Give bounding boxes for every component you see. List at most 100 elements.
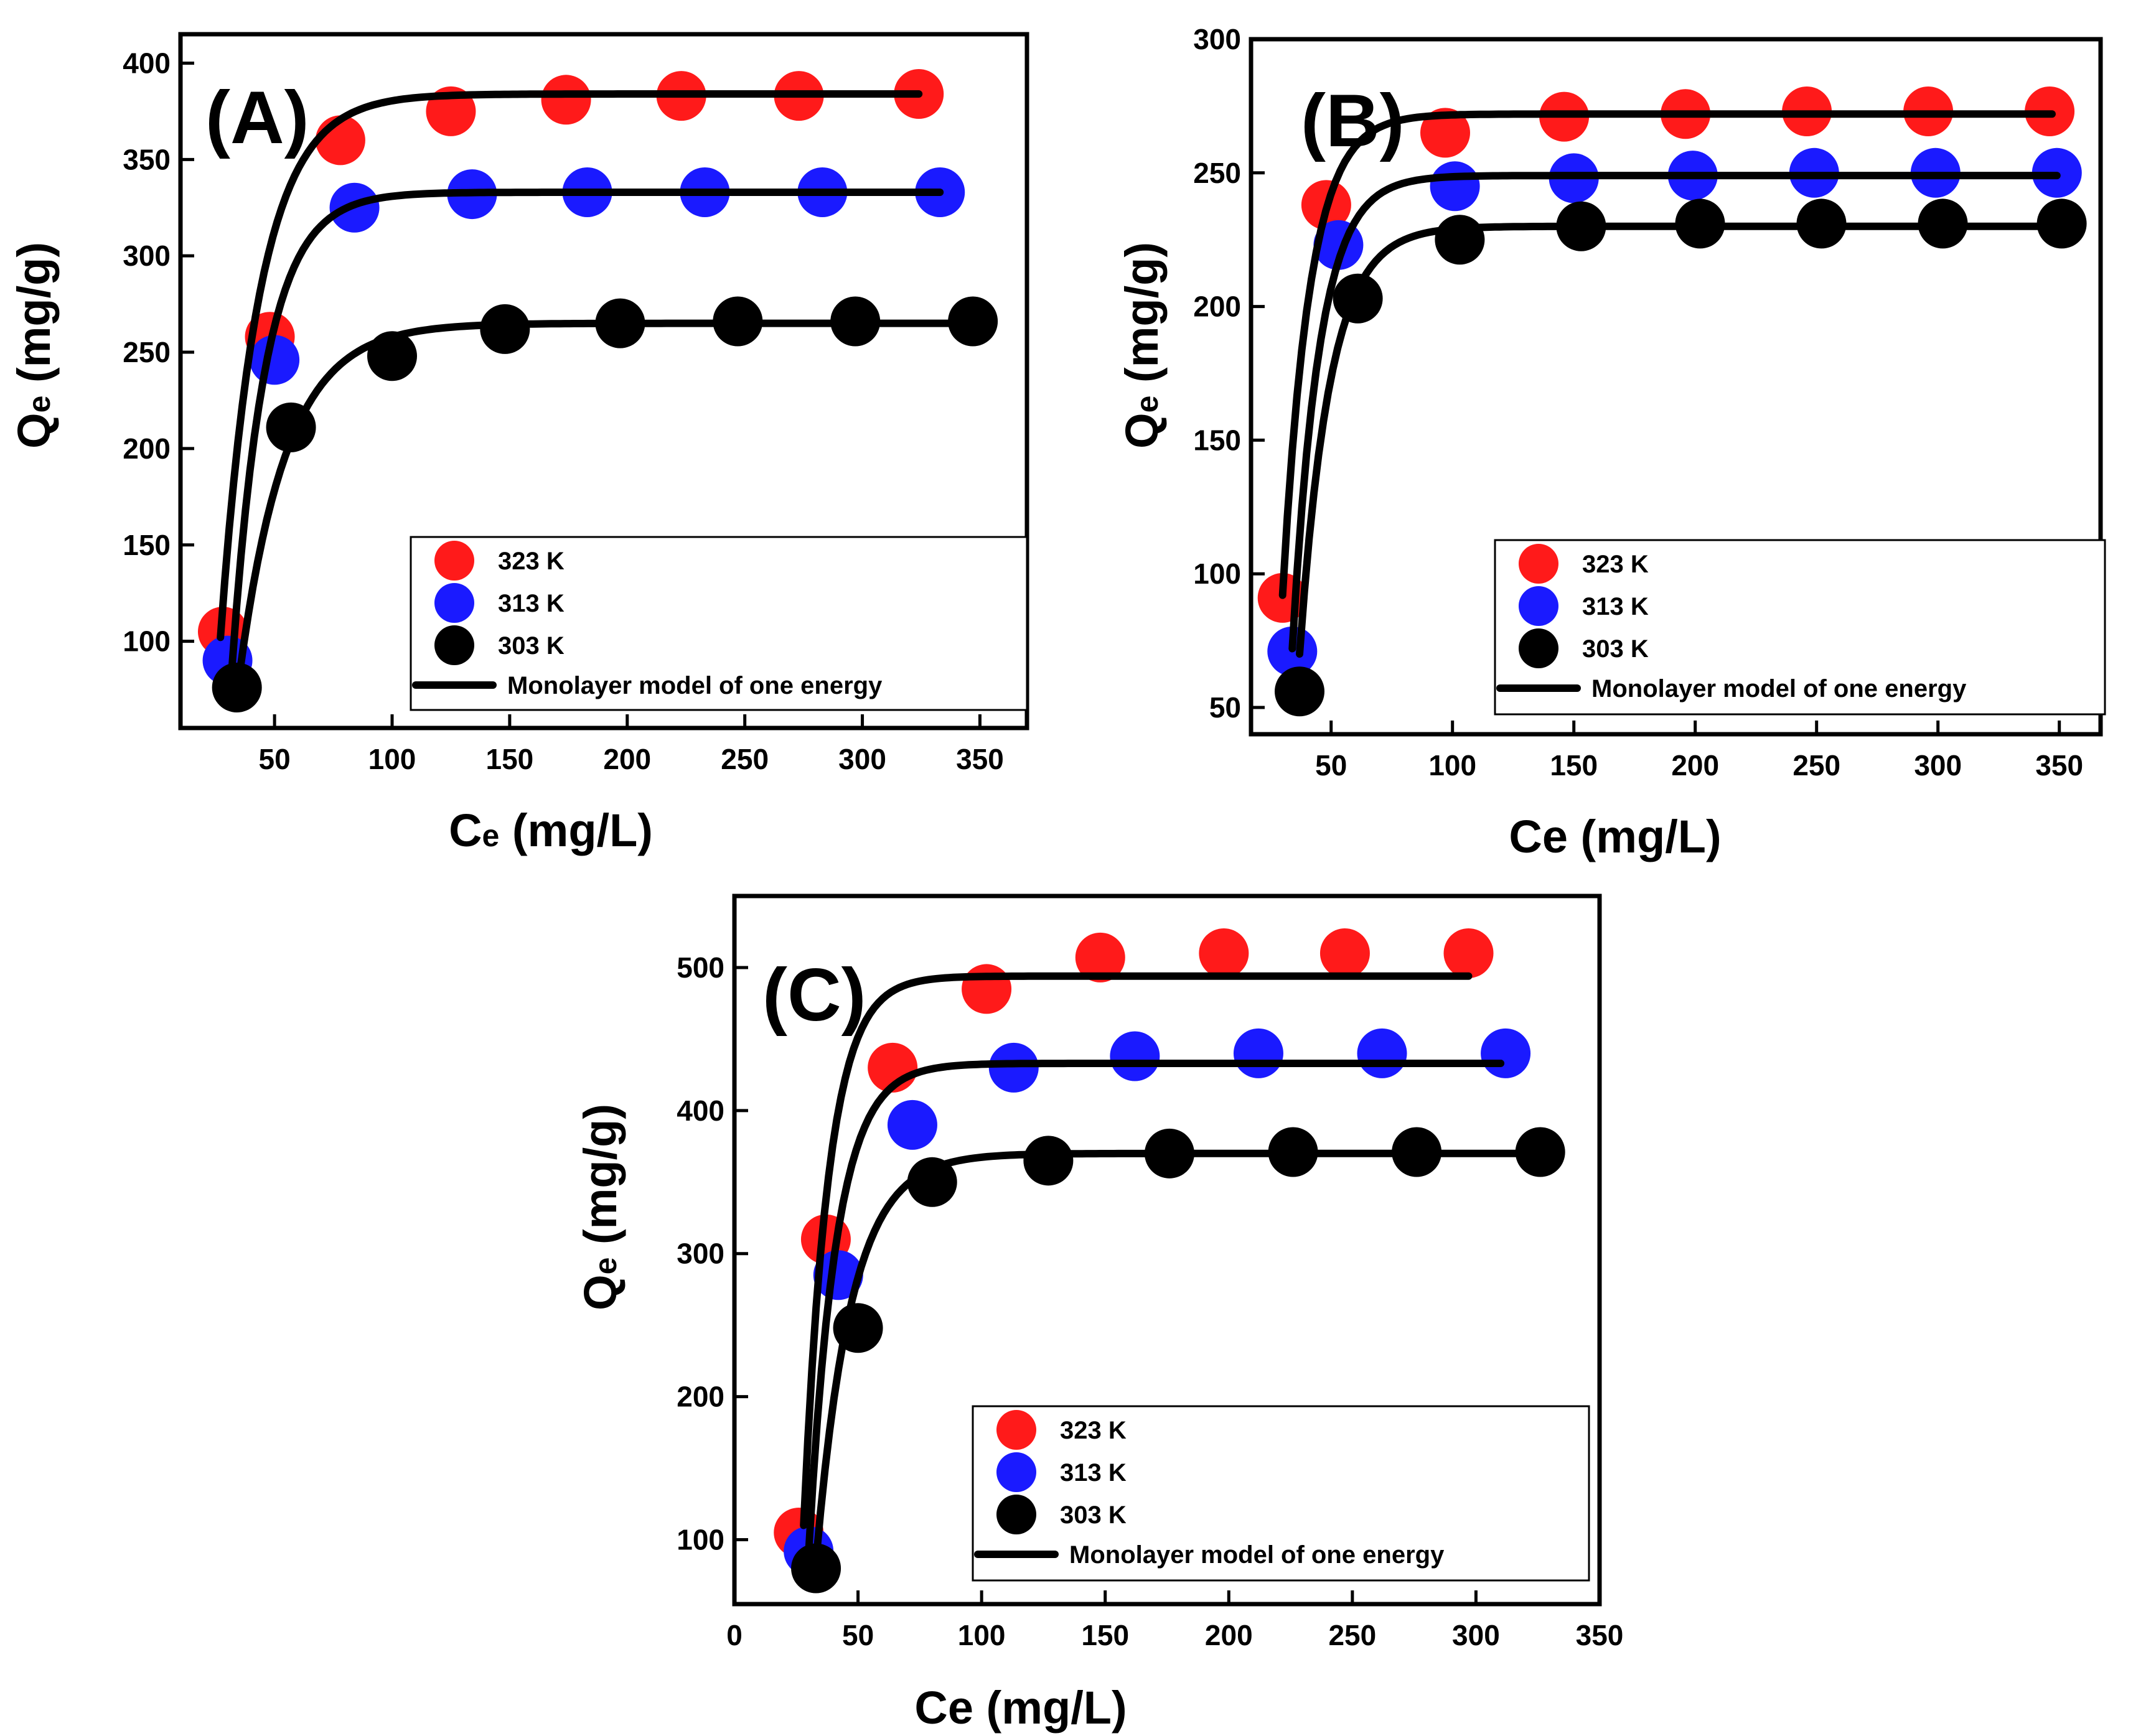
x-tick-label: 150 xyxy=(486,743,534,775)
x-tick-label: 50 xyxy=(1315,749,1347,782)
legend: 323 K 313 K 303 K Monolayer model of one en… xyxy=(410,536,1028,711)
x-tick-label: 150 xyxy=(1081,1619,1129,1651)
legend: 323 K 313 K 303 K Monolayer model of one en… xyxy=(972,1405,1590,1582)
legend-entry-label: 323 K xyxy=(1060,1417,1127,1444)
y-tick-label: 250 xyxy=(123,336,171,368)
y-tick-label: 300 xyxy=(1193,23,1241,55)
legend-marker-323k xyxy=(434,541,474,581)
legend-marker-323k xyxy=(996,1410,1036,1450)
legend-box xyxy=(410,536,1028,711)
panel-label: (C) xyxy=(762,953,866,1037)
fit-line-313k xyxy=(1288,172,2061,653)
x-tick-label: 100 xyxy=(1428,749,1476,782)
y-tick-label: 350 xyxy=(123,143,171,175)
y-tick-label: 50 xyxy=(1209,691,1241,724)
y-tick-label: 200 xyxy=(123,432,171,465)
x-tick-label: 350 xyxy=(1576,1619,1624,1651)
legend-marker-313k xyxy=(996,1452,1036,1492)
y-tick-label: 150 xyxy=(123,529,171,561)
fit-line-303k xyxy=(812,1149,1542,1565)
y-axis-label-subscript: e xyxy=(1130,396,1165,413)
y-tick-label: 100 xyxy=(123,625,171,658)
data-point-313k xyxy=(988,1042,1039,1093)
y-axis-label-unit: (mg/g) xyxy=(8,242,60,396)
y-tick-label: 400 xyxy=(677,1094,724,1127)
x-tick-label: 300 xyxy=(1452,1619,1500,1651)
y-tick-label: 250 xyxy=(1193,157,1241,189)
legend-marker-313k xyxy=(434,583,474,623)
x-tick-label: 300 xyxy=(838,743,886,775)
legend-marker-313k xyxy=(1519,586,1558,626)
x-tick-label: 200 xyxy=(1205,1619,1253,1651)
y-axis-label: Qe (mg/g) xyxy=(1116,242,1168,449)
legend-entry-label: 313 K xyxy=(1582,593,1649,620)
x-axis-label-unit: (mg/L) xyxy=(973,1682,1127,1734)
data-point-323k xyxy=(1319,928,1370,978)
chart-panel-a: 50 100 150 200 250 300 350 100 150 200 250 300 350 40… xyxy=(8,32,1029,856)
data-point-313k xyxy=(1110,1031,1160,1081)
legend-entry-label: 303 K xyxy=(1582,635,1649,663)
y-axis-label-main: Q xyxy=(1116,413,1168,449)
data-point-323k xyxy=(1443,928,1494,978)
data-point-313k xyxy=(1481,1028,1531,1078)
plot-frame xyxy=(178,32,1029,730)
x-axis-label-main: C xyxy=(449,805,482,856)
x-tick-label: 150 xyxy=(1550,749,1598,782)
x-tick-label: 250 xyxy=(1792,749,1840,782)
data-point-313k xyxy=(1357,1028,1407,1078)
data-point-323k xyxy=(1420,108,1470,158)
legend-entry-label: 303 K xyxy=(498,632,565,660)
data-point-303k xyxy=(907,1157,957,1207)
legend-box xyxy=(1494,539,2106,716)
x-tick-label: 250 xyxy=(721,743,769,775)
y-tick-label: 100 xyxy=(1193,558,1241,590)
y-axis-label-subscript: e xyxy=(22,396,57,413)
plot-frame xyxy=(1249,37,2103,737)
y-axis-label: Qe (mg/g) xyxy=(8,242,60,449)
data-point-303k xyxy=(1275,666,1324,717)
legend-marker-323k xyxy=(1519,544,1558,584)
chart-panel-b: 50 100 150 200 250 300 350 50 100 150 200 250 300 Ce … xyxy=(1116,23,2106,862)
y-tick-label: 100 xyxy=(677,1524,724,1556)
plot-frame xyxy=(732,894,1602,1607)
y-tick-label: 150 xyxy=(1193,424,1241,456)
y-axis-label-main: Q xyxy=(574,1274,626,1310)
fit-line-323k xyxy=(1278,110,2056,599)
fit-line-323k xyxy=(800,972,1473,1529)
data-point-303k xyxy=(212,662,262,712)
data-point-313k xyxy=(1233,1028,1283,1078)
data-point-303k xyxy=(791,1543,841,1594)
x-axis-label-main: Ce xyxy=(1509,811,1568,862)
y-tick-label: 300 xyxy=(123,240,171,272)
data-point-303k xyxy=(480,304,530,354)
x-axis-label-unit: (mg/L) xyxy=(499,805,653,856)
legend: 323 K 313 K 303 K Monolayer model of one en… xyxy=(1494,539,2106,716)
data-point-323k xyxy=(541,75,591,125)
legend-entry-label: 323 K xyxy=(498,548,565,575)
legend-entry-label: Monolayer model of one energy xyxy=(1591,675,1967,702)
x-tick-label: 50 xyxy=(842,1619,874,1651)
y-axis-label-main: Q xyxy=(8,413,60,449)
x-tick-label: 100 xyxy=(958,1619,1006,1651)
data-point-313k xyxy=(813,1250,863,1300)
x-tick-label: 200 xyxy=(1671,749,1719,782)
x-tick-label: 350 xyxy=(956,743,1004,775)
y-axis-label-subscript: e xyxy=(588,1258,623,1275)
fit-line-323k xyxy=(217,90,923,642)
x-tick-label: 0 xyxy=(726,1619,743,1651)
y-tick-label: 200 xyxy=(677,1381,724,1413)
data-point-303k xyxy=(1023,1136,1074,1186)
legend-marker-303k xyxy=(1519,628,1558,668)
x-axis-label: Ce (mg/L) xyxy=(1509,811,1721,862)
legend-entry-label: 323 K xyxy=(1582,551,1649,578)
y-axis-label: Qe (mg/g) xyxy=(574,1104,626,1310)
legend-entry-label: 313 K xyxy=(498,590,565,617)
x-tick-label: 50 xyxy=(259,743,291,775)
x-axis-label: Ce (mg/L) xyxy=(914,1682,1127,1734)
legend-box xyxy=(972,1405,1590,1582)
fit-line-303k xyxy=(235,319,977,680)
legend-entry-label: 303 K xyxy=(1060,1501,1127,1529)
data-point-323k xyxy=(1199,928,1249,978)
chart-panel-c: 0 50 100 150 200 250 300 350 100 200 300 400 500 Ce (… xyxy=(574,894,1624,1734)
